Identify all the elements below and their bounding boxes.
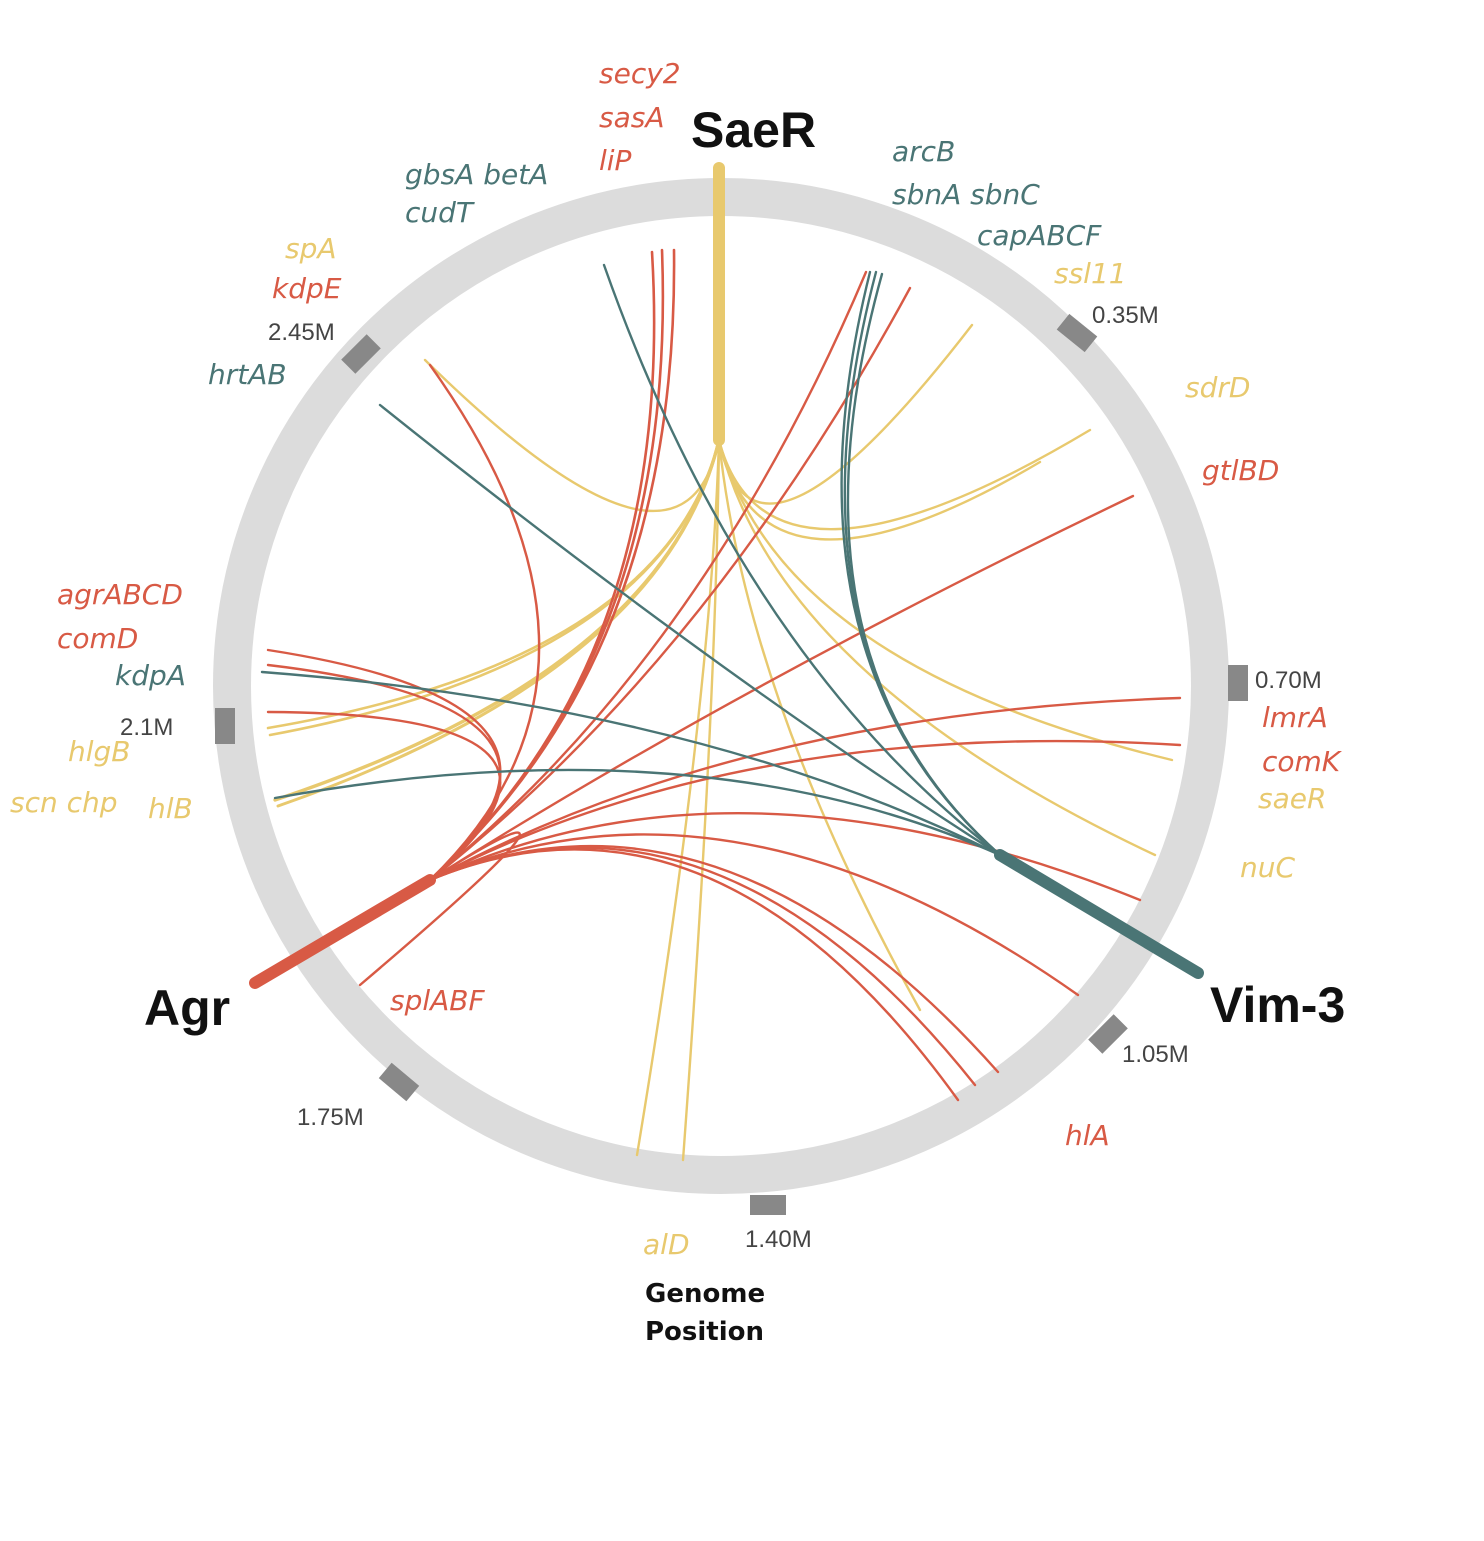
gene-label: saeR	[1258, 782, 1326, 815]
link-agr-15	[428, 248, 676, 882]
agr-hub-stem	[249, 874, 436, 989]
link-agr-16	[428, 270, 868, 882]
gene-label: secy2	[599, 57, 681, 90]
vim3-hub-stem	[994, 849, 1204, 979]
link-vim-3-37	[273, 768, 1002, 857]
link-agr-29	[428, 363, 541, 882]
link-saer-1	[717, 428, 1092, 531]
tick-label-1.40M: 1.40M	[745, 1226, 812, 1253]
gene-label: comK	[1262, 745, 1343, 778]
tick-mark-1.40M	[750, 1195, 786, 1215]
link-agr-30	[358, 831, 521, 987]
tick-mark-0.70M	[1228, 665, 1248, 701]
genome-tick-marks	[215, 313, 1248, 1215]
link-vim-3-36	[260, 670, 1002, 857]
tick-label-2.45M: 2.45M	[268, 319, 335, 346]
hub-label-vim3: Vim-3	[1210, 977, 1345, 1033]
gene-label: sbnA sbnC	[892, 178, 1040, 211]
gene-label: hlgB	[68, 735, 131, 768]
tick-label-1.05M: 1.05M	[1122, 1041, 1189, 1068]
gene-label: comD	[57, 622, 138, 655]
gene-label: cudT	[405, 196, 475, 229]
link-saer-10	[635, 438, 721, 1157]
gene-label: gbsA betA	[405, 158, 548, 191]
link-agr-23	[428, 848, 960, 1102]
gene-label: hrtAB	[208, 358, 287, 391]
gene-label: arcB	[892, 135, 955, 168]
hub-stems	[249, 162, 1204, 989]
link-agr-22	[428, 833, 1080, 997]
link-vim-3-34	[846, 272, 1002, 857]
link-agr-18	[428, 494, 1135, 882]
link-layer	[260, 248, 1182, 1162]
gene-label: hlB	[148, 792, 193, 825]
tick-mark-2.45M	[341, 334, 381, 374]
gene-label: nuC	[1240, 851, 1295, 884]
gene-labels: secy2 sasA liP gbsA betA cudT arcB sbnA …	[10, 57, 1343, 1261]
axis-label-line-1: Genome	[645, 1279, 765, 1309]
gene-label: agrABCD	[57, 578, 183, 611]
link-saer-9	[266, 438, 721, 730]
gene-label: alD	[643, 1228, 690, 1261]
gene-label: kdpE	[272, 272, 342, 305]
gene-label: sasA	[599, 101, 665, 134]
gene-label: lmrA	[1262, 701, 1328, 734]
link-agr-13	[428, 250, 656, 882]
tick-label-0.35M: 0.35M	[1092, 302, 1159, 329]
link-agr-14	[428, 248, 665, 882]
gene-label: splABF	[390, 984, 486, 1017]
gene-label: capABCF	[977, 219, 1102, 252]
link-saer-7	[276, 438, 721, 808]
gene-label: ssl11	[1054, 257, 1127, 290]
gene-label: liP	[599, 144, 632, 177]
hub-label-agr: Agr	[144, 980, 230, 1036]
link-agr-25	[428, 844, 1000, 1074]
gene-label: spA	[285, 232, 337, 265]
link-saer-12	[717, 438, 922, 1012]
gene-label: kdpA	[115, 659, 186, 692]
gene-label: hlA	[1065, 1119, 1110, 1152]
link-saer-4	[717, 438, 1157, 857]
gene-label: gtlBD	[1202, 454, 1279, 487]
tick-label-2.1M: 2.1M	[120, 714, 173, 741]
hub-label-saer: SaeR	[691, 102, 816, 158]
link-vim-3-31	[602, 263, 1002, 857]
gene-label: scn chp	[10, 786, 118, 819]
tick-label-0.70M: 0.70M	[1255, 667, 1322, 694]
tick-mark-2.1M	[215, 708, 235, 744]
link-vim-3-35	[378, 403, 1002, 857]
tick-mark-1.05M	[1088, 1014, 1128, 1054]
link-agr-19	[428, 696, 1182, 882]
link-agr-27	[266, 663, 502, 882]
link-agr-21	[428, 811, 1142, 902]
gene-label: sdrD	[1185, 371, 1250, 404]
tick-mark-1.75M	[378, 1062, 420, 1102]
axis-label-line-2: Position	[645, 1317, 764, 1347]
link-agr-28	[266, 710, 502, 882]
tick-mark-0.35M	[1056, 313, 1098, 353]
tick-label-1.75M: 1.75M	[297, 1104, 364, 1131]
